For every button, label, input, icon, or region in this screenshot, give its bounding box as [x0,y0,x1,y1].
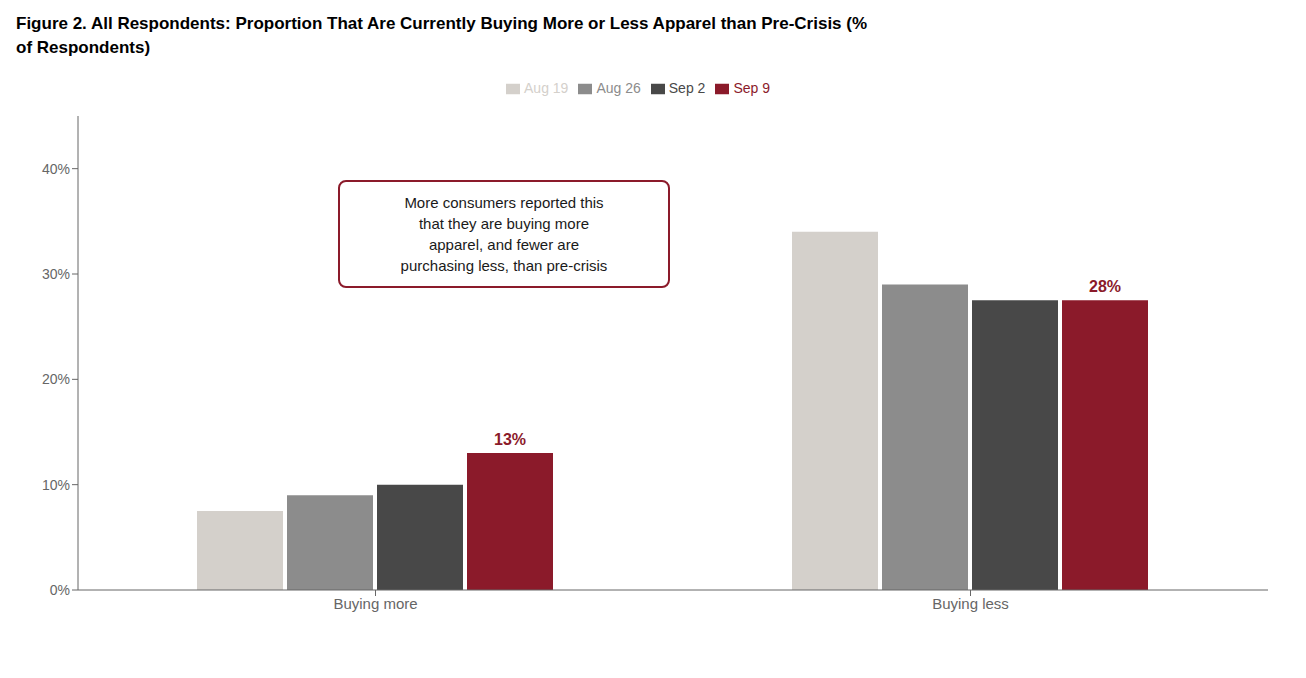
svg-text:28%: 28% [1089,278,1121,295]
svg-text:0%: 0% [50,582,70,598]
html-text:Figure 2. All Respondents: Pro: Figure 2. All Respondents: Proportion Th… [16,14,868,57]
svg-text:40%: 40% [42,161,70,177]
html-text:Aug 19: Aug 19 [524,80,569,96]
svg-text:Buying more: Buying more [333,595,417,612]
html-text:Sep 2: Sep 2 [668,80,706,96]
svg-text:13%: 13% [494,431,526,448]
html-text:Aug 26: Aug 26 [596,80,641,96]
html-text:More consumers reported this t: More consumers reported this that they a… [400,194,608,274]
html-text:Sep 9: Sep 9 [733,80,770,96]
svg-text:Buying less: Buying less [932,595,1009,612]
svg-text:10%: 10% [42,477,70,493]
svg-text:20%: 20% [42,371,70,387]
svg-text:30%: 30% [42,266,70,282]
